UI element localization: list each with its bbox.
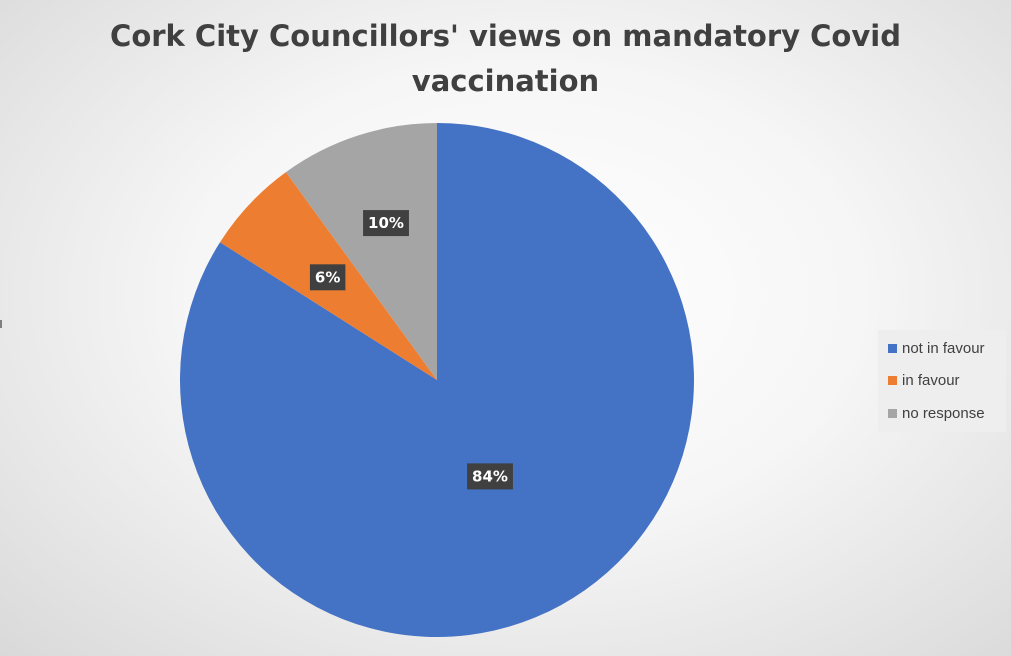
data-label-in-favour: 6%: [309, 264, 346, 291]
legend-label-not-in-favour: not in favour: [902, 339, 985, 357]
legend-item-no-response: no response: [888, 403, 985, 423]
data-label-text-no-response: 10%: [368, 214, 404, 232]
edge-mark: [0, 320, 2, 328]
legend: not in favour in favour no response: [878, 330, 1006, 432]
data-label-box-in-favour: [309, 264, 346, 291]
data-label-box-no-response: [363, 210, 409, 237]
data-label-box-not-in-favour: [467, 463, 513, 490]
chart-title: Cork City Councillors' views on mandator…: [0, 14, 1011, 104]
data-label-no-response: 10%: [363, 210, 409, 237]
legend-item-not-in-favour: not in favour: [888, 338, 985, 358]
pie-slice-not-in-favour: [179, 123, 694, 637]
legend-label-in-favour: in favour: [902, 371, 960, 389]
data-label-not-in-favour: 84%: [467, 463, 513, 490]
legend-label-no-response: no response: [902, 404, 985, 422]
chart-title-line-1: Cork City Councillors' views on mandator…: [110, 19, 901, 53]
chart-title-line-2: vaccination: [411, 64, 600, 98]
legend-swatch-in-favour: [888, 375, 897, 385]
legend-swatch-not-in-favour: [888, 343, 897, 353]
data-label-text-in-favour: 6%: [315, 268, 340, 286]
data-label-text-not-in-favour: 84%: [472, 467, 508, 485]
legend-item-in-favour: in favour: [888, 370, 960, 390]
legend-swatch-no-response: [888, 408, 897, 418]
pie-slice-no-response: [285, 123, 437, 380]
